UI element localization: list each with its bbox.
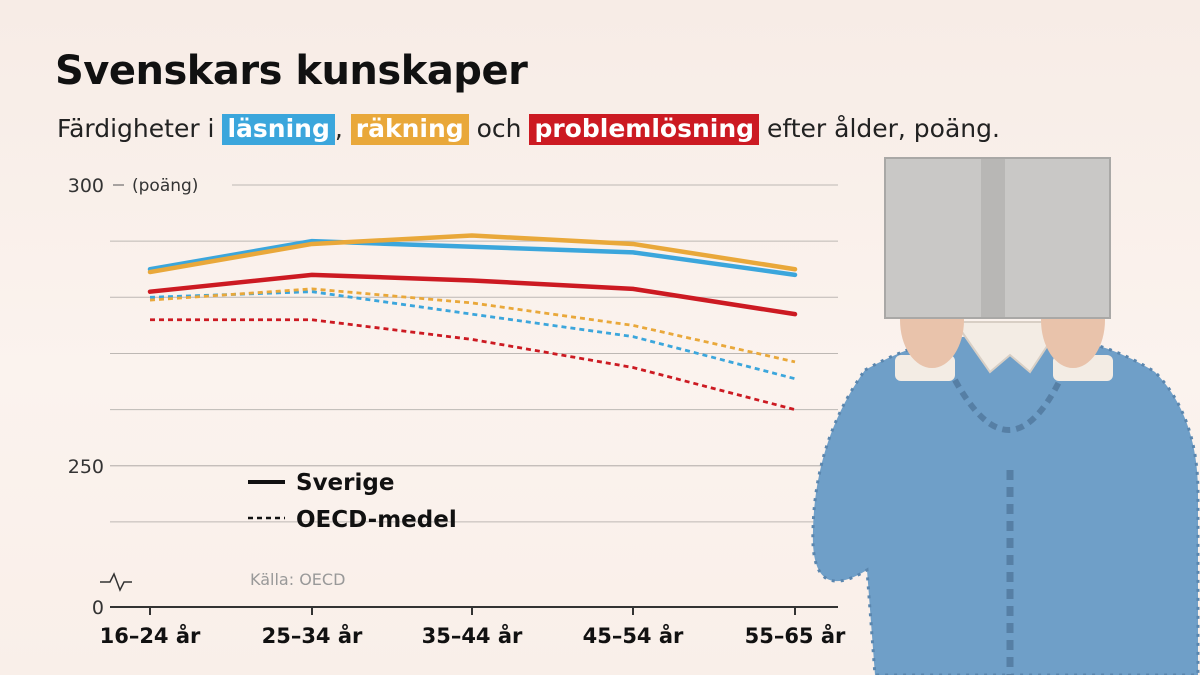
y-tick-label: 250 bbox=[68, 456, 104, 478]
subtitle-suffix: efter ålder, poäng. bbox=[766, 114, 1000, 143]
x-tick-label: 35–44 år bbox=[422, 623, 523, 648]
series-line-solid-math bbox=[147, 233, 798, 275]
series-line-solid-reading bbox=[147, 238, 798, 278]
subtitle-prefix: Färdigheter i bbox=[57, 114, 223, 143]
person-reading-photo bbox=[811, 157, 1200, 675]
subtitle-comma: , bbox=[334, 114, 343, 143]
legend-dashed-label: OECD-medel bbox=[296, 507, 457, 533]
series-line-dashed-problem bbox=[150, 318, 796, 411]
series-line-dashed-math bbox=[149, 287, 796, 364]
series-line-solid-problem bbox=[147, 272, 798, 317]
y-axis-unit: (poäng) bbox=[132, 176, 198, 196]
y-tick-label: 0 bbox=[92, 597, 104, 619]
legend-problem-badge: problemlösning bbox=[529, 114, 760, 145]
source-note: Källa: OECD bbox=[250, 570, 345, 589]
x-tick-label: 16–24 år bbox=[100, 623, 201, 648]
book-spine bbox=[981, 158, 1005, 318]
book-edge bbox=[884, 157, 1111, 319]
legend-solid-label: Sverige bbox=[296, 470, 394, 496]
y-tick-label: 300 bbox=[68, 175, 104, 197]
sweater-shape bbox=[812, 336, 1198, 675]
subtitle-and: och bbox=[476, 114, 522, 143]
x-tick-label: 55–65 år bbox=[745, 623, 846, 648]
legend-reading-badge: läsning bbox=[222, 114, 335, 145]
series-line-dashed-reading bbox=[149, 290, 796, 381]
x-tick-label: 25–34 år bbox=[262, 623, 363, 648]
legend: Sverige OECD-medel bbox=[248, 470, 457, 533]
legend-math-badge: räkning bbox=[350, 114, 469, 145]
chart-subtitle: Färdigheter i läsning, räkning och probl… bbox=[57, 114, 1000, 145]
gridlines bbox=[110, 184, 838, 523]
cable-knit-pattern bbox=[952, 378, 1063, 433]
axis-break-icon bbox=[100, 572, 132, 592]
axes: (poäng) 300 250 0 16–24 år 25–34 år 35–44 år 45… bbox=[68, 175, 846, 648]
x-tick-label: 45–54 år bbox=[583, 623, 684, 648]
chart-title: Svenskars kunskaper bbox=[55, 48, 528, 94]
series-lines bbox=[147, 233, 798, 411]
